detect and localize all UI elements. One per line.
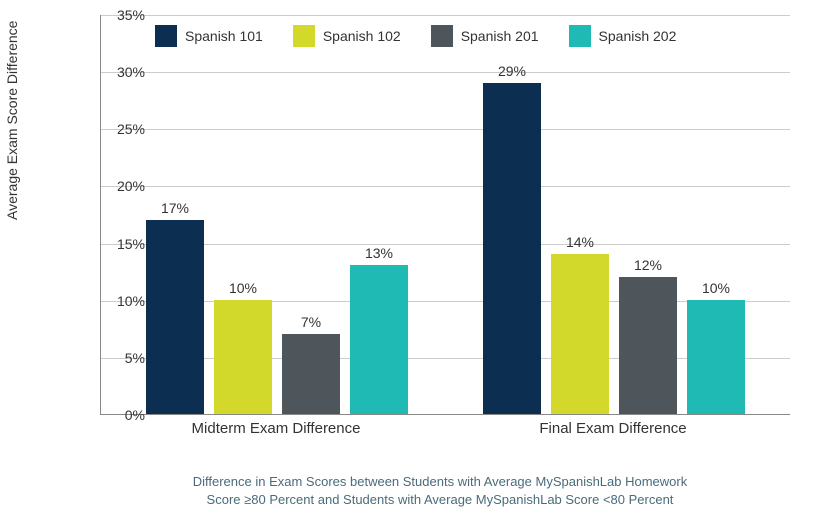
gridline	[101, 186, 790, 187]
y-tick-label: 5%	[105, 350, 145, 366]
y-tick-label: 30%	[105, 64, 145, 80]
legend-label: Spanish 202	[599, 28, 677, 44]
bar: 12%	[619, 277, 677, 414]
chart-caption: Difference in Exam Scores between Studen…	[80, 473, 800, 509]
gridline	[101, 129, 790, 130]
bar-value-label: 7%	[282, 314, 340, 330]
legend-item: Spanish 102	[293, 25, 401, 47]
legend-swatch	[155, 25, 177, 47]
legend-swatch	[431, 25, 453, 47]
legend-label: Spanish 102	[323, 28, 401, 44]
bar: 14%	[551, 254, 609, 414]
bar-value-label: 14%	[551, 234, 609, 250]
y-axis-label: Average Exam Score Difference	[4, 21, 20, 220]
legend: Spanish 101 Spanish 102 Spanish 201 Spanish…	[155, 25, 715, 47]
bar: 10%	[214, 300, 272, 414]
y-tick-label: 0%	[105, 407, 145, 423]
bar-value-label: 12%	[619, 257, 677, 273]
caption-line-2: Score ≥80 Percent and Students with Aver…	[207, 492, 674, 507]
legend-label: Spanish 201	[461, 28, 539, 44]
x-tick-label: Midterm Exam Difference	[192, 420, 361, 437]
bar-value-label: 17%	[146, 200, 204, 216]
bar: 17%	[146, 220, 204, 414]
legend-item: Spanish 202	[569, 25, 677, 47]
y-tick-label: 10%	[105, 293, 145, 309]
bar-value-label: 13%	[350, 245, 408, 261]
legend-swatch	[569, 25, 591, 47]
gridline	[101, 72, 790, 73]
bar-value-label: 10%	[687, 280, 745, 296]
legend-item: Spanish 101	[155, 25, 263, 47]
gridline	[101, 15, 790, 16]
bar: 13%	[350, 265, 408, 414]
chart-container: Spanish 101 Spanish 102 Spanish 201 Spanish…	[55, 15, 795, 445]
gridline	[101, 244, 790, 245]
bar: 7%	[282, 334, 340, 414]
x-tick-label: Final Exam Difference	[539, 420, 686, 437]
caption-line-1: Difference in Exam Scores between Studen…	[193, 474, 688, 489]
bar-value-label: 10%	[214, 280, 272, 296]
bar: 29%	[483, 83, 541, 414]
bar-value-label: 29%	[483, 63, 541, 79]
legend-label: Spanish 101	[185, 28, 263, 44]
plot-area: 17%10%7%13%29%14%12%10%	[100, 15, 790, 415]
y-tick-label: 25%	[105, 121, 145, 137]
bar: 10%	[687, 300, 745, 414]
y-tick-label: 20%	[105, 178, 145, 194]
y-tick-label: 15%	[105, 236, 145, 252]
y-tick-label: 35%	[105, 7, 145, 23]
legend-item: Spanish 201	[431, 25, 539, 47]
legend-swatch	[293, 25, 315, 47]
